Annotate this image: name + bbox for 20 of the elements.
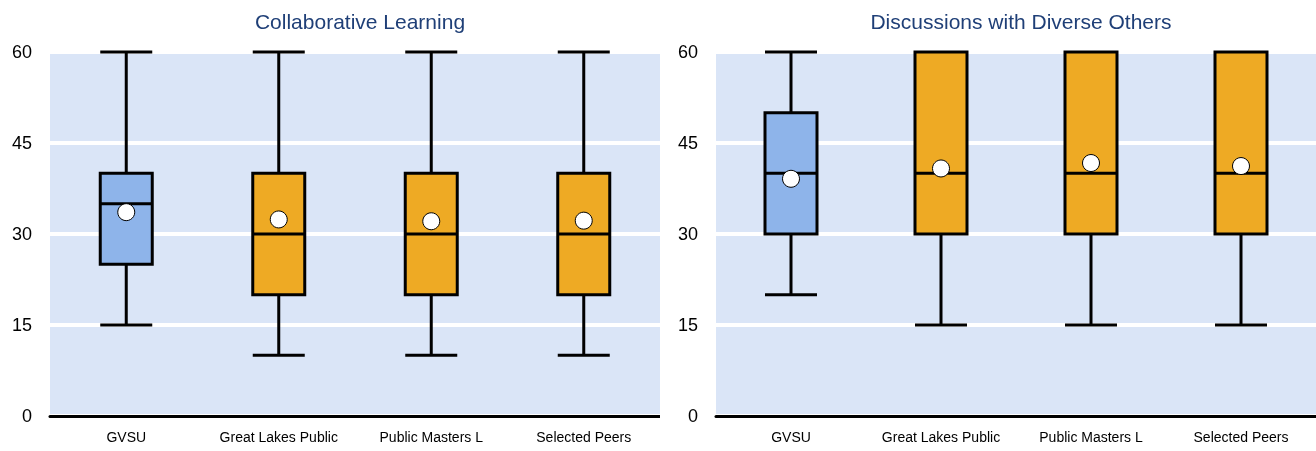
y-tick-label: 30 xyxy=(11,224,32,244)
y-tick-label: 45 xyxy=(11,133,32,153)
x-tick-label: GVSU xyxy=(771,429,811,445)
y-tick-label: 60 xyxy=(11,42,32,62)
y-tick-label: 15 xyxy=(11,315,32,335)
x-tick-label: Selected Peers xyxy=(536,429,632,445)
x-tick-label: GVSU xyxy=(106,429,147,445)
x-tick-label: Selected Peers xyxy=(1193,429,1289,445)
y-tick-label: 60 xyxy=(677,42,698,62)
y-tick-label: 0 xyxy=(687,406,698,426)
y-tick-label: 30 xyxy=(677,224,698,244)
chart-title: Discussions with Diverse Others xyxy=(870,10,1172,33)
y-tick-label: 0 xyxy=(21,406,32,426)
y-tick-label: 45 xyxy=(677,133,698,153)
chart-title: Collaborative Learning xyxy=(254,10,466,33)
y-tick-label: 15 xyxy=(677,315,698,335)
x-tick-label: Public Masters L xyxy=(379,429,484,445)
x-tick-label: Public Masters L xyxy=(1039,429,1143,445)
x-tick-label: Great Lakes Public xyxy=(219,429,338,445)
x-tick-label: Great Lakes Public xyxy=(881,429,1001,445)
